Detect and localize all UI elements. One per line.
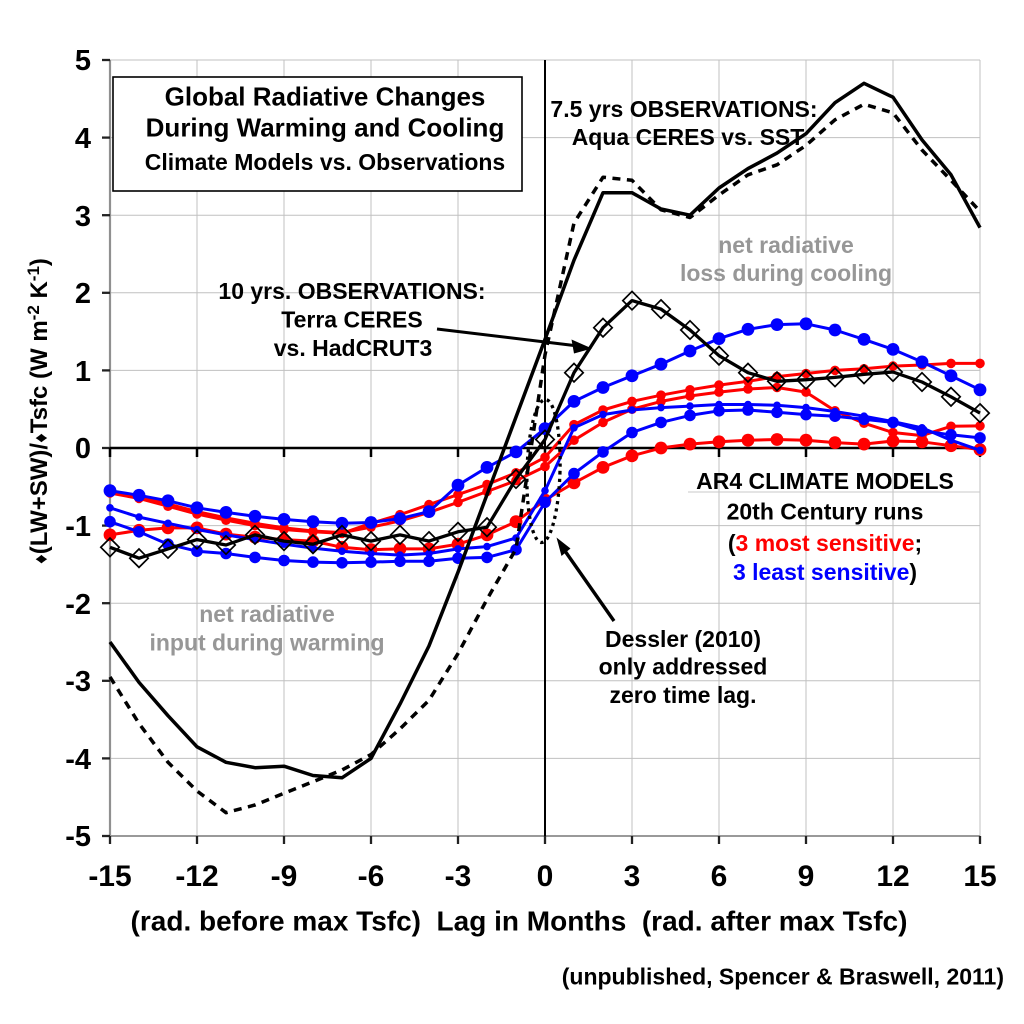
svg-text:Terra CERES: Terra CERES xyxy=(281,307,422,333)
svg-text:(3 most sensitive;: (3 most sensitive; xyxy=(728,530,922,556)
svg-text:Global Radiative Changes: Global Radiative Changes xyxy=(165,82,486,112)
svg-text:-4: -4 xyxy=(65,744,91,776)
svg-text:0: 0 xyxy=(537,860,554,893)
svg-text:zero time lag.: zero time lag. xyxy=(610,682,757,708)
svg-text:net radiative: net radiative xyxy=(199,601,335,627)
svg-text:1: 1 xyxy=(75,356,91,388)
svg-text:vs. HadCRUT3: vs. HadCRUT3 xyxy=(274,335,432,361)
svg-text:only addressed: only addressed xyxy=(599,654,768,680)
svg-text:During Warming and Cooling: During Warming and Cooling xyxy=(146,113,505,143)
svg-text:3: 3 xyxy=(624,860,641,893)
svg-text:-3: -3 xyxy=(445,860,472,893)
svg-text:-15: -15 xyxy=(88,860,131,893)
svg-text:-2: -2 xyxy=(65,589,91,621)
svg-text:input during warming: input during warming xyxy=(149,630,384,656)
svg-text:AR4 CLIMATE MODELS: AR4 CLIMATE MODELS xyxy=(696,468,954,494)
svg-text:7.5 yrs OBSERVATIONS:: 7.5 yrs OBSERVATIONS: xyxy=(550,96,817,122)
svg-text:(rad. before max Tsfc) Lag in: (rad. before max Tsfc) Lag in Months (ra… xyxy=(131,906,908,937)
svg-text:-12: -12 xyxy=(175,860,218,893)
svg-text:loss during cooling: loss during cooling xyxy=(680,260,892,286)
svg-text:4: 4 xyxy=(75,123,91,155)
svg-text:6: 6 xyxy=(711,860,728,893)
svg-text:3: 3 xyxy=(75,201,91,233)
svg-text:15: 15 xyxy=(963,860,996,893)
svg-text:Aqua CERES vs. SST: Aqua CERES vs. SST xyxy=(572,124,805,150)
svg-text:5: 5 xyxy=(75,45,91,77)
svg-text:10 yrs. OBSERVATIONS:: 10 yrs. OBSERVATIONS: xyxy=(218,278,485,304)
svg-text:-9: -9 xyxy=(271,860,298,893)
svg-text:-1: -1 xyxy=(65,511,91,543)
svg-text:12: 12 xyxy=(876,860,909,893)
svg-text:net radiative: net radiative xyxy=(718,232,854,258)
svg-text:2: 2 xyxy=(75,278,91,310)
svg-text:9: 9 xyxy=(798,860,815,893)
svg-text:-5: -5 xyxy=(65,821,91,853)
svg-text:0: 0 xyxy=(75,433,91,465)
svg-text:3 least sensitive): 3 least sensitive) xyxy=(733,559,917,585)
svg-text:Climate Models vs. Observation: Climate Models vs. Observations xyxy=(145,149,505,175)
svg-text:♦(LW+SW)/♦Tsfc (W m-2 K-1): ♦(LW+SW)/♦Tsfc (W m-2 K-1) xyxy=(24,258,53,564)
svg-text:Dessler (2010): Dessler (2010) xyxy=(605,626,761,652)
svg-text:-6: -6 xyxy=(358,860,385,893)
svg-text:(unpublished, Spencer & Braswe: (unpublished, Spencer & Braswell, 2011) xyxy=(562,964,1004,990)
svg-text:20th Century runs: 20th Century runs xyxy=(727,499,924,525)
svg-text:-3: -3 xyxy=(65,666,91,698)
